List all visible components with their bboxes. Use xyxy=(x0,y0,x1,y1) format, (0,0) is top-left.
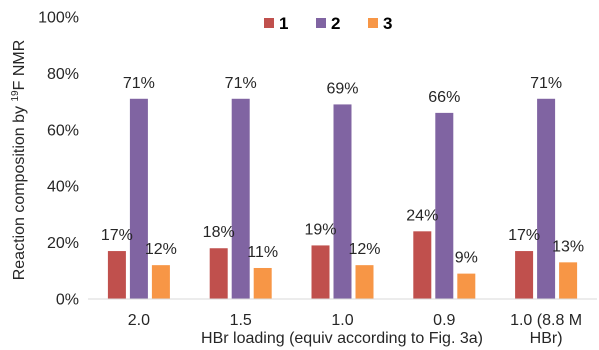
data-label: 71% xyxy=(225,75,257,92)
legend-label-2: 2 xyxy=(331,14,340,33)
y-tick-label: 100% xyxy=(38,10,79,27)
y-axis-title-superscript: 19 xyxy=(10,90,21,102)
y-tick-label: 40% xyxy=(47,179,79,196)
bars xyxy=(107,98,578,299)
data-label: 71% xyxy=(123,75,155,92)
y-axis-title: Reaction composition by 19F NMR xyxy=(10,40,28,281)
y-axis: 0% 20% 40% 60% 80% 100% xyxy=(38,10,79,309)
bar-series-2 xyxy=(129,98,148,299)
data-label: 71% xyxy=(530,75,562,92)
x-tick-label: 2.0 xyxy=(128,312,150,329)
x-tick-label: 1.5 xyxy=(230,312,252,329)
bar-series-1 xyxy=(413,231,432,299)
bar-series-3 xyxy=(355,265,374,299)
bar-series-1 xyxy=(107,251,126,299)
data-label: 13% xyxy=(552,238,584,255)
x-axis-title: HBr loading (equiv according to Fig. 3a) xyxy=(201,330,483,347)
x-tick-label: HBr) xyxy=(530,330,563,347)
y-tick-label: 60% xyxy=(47,122,79,139)
x-tick-label: 1.0 xyxy=(331,312,353,329)
data-label: 11% xyxy=(247,244,278,261)
legend-swatch-2 xyxy=(316,18,326,28)
legend-label-3: 3 xyxy=(383,14,392,33)
bar-series-3 xyxy=(253,267,272,299)
legend-swatch-3 xyxy=(368,18,378,28)
data-label: 19% xyxy=(304,221,336,238)
bar-series-3 xyxy=(151,265,170,299)
y-tick-label: 20% xyxy=(47,235,79,252)
data-label: 66% xyxy=(428,89,460,106)
data-label: 69% xyxy=(326,80,358,97)
bar-series-2 xyxy=(231,98,250,299)
data-label: 12% xyxy=(145,241,177,258)
y-tick-label: 80% xyxy=(47,66,79,83)
y-axis-title-main: Reaction composition by xyxy=(11,102,28,281)
legend: 1 2 3 xyxy=(264,14,392,33)
bar-series-2 xyxy=(333,104,352,299)
data-label: 12% xyxy=(348,241,380,258)
bar-series-1 xyxy=(209,248,228,299)
data-label: 24% xyxy=(406,207,438,224)
y-axis-title-tail: F NMR xyxy=(11,40,28,91)
x-tick-label: 0.9 xyxy=(433,312,455,329)
data-label: 17% xyxy=(508,227,540,244)
bar-series-1 xyxy=(311,245,330,299)
data-labels: 17% 71% 12% 18% 71% 11% 19% 69% 12% 24% 66% 9% 17% 71… xyxy=(101,75,584,267)
bar-series-2 xyxy=(537,98,556,299)
bar-series-3 xyxy=(559,262,578,299)
data-label: 9% xyxy=(455,250,478,267)
bar-series-2 xyxy=(435,112,454,299)
data-label: 18% xyxy=(203,224,235,241)
bar-series-3 xyxy=(457,273,476,299)
data-label: 17% xyxy=(101,227,133,244)
x-tick-label: 1.0 (8.8 M xyxy=(510,312,582,329)
legend-swatch-1 xyxy=(264,18,274,28)
bar-series-1 xyxy=(515,251,534,299)
legend-label-1: 1 xyxy=(279,14,288,33)
y-tick-label: 0% xyxy=(56,292,79,309)
